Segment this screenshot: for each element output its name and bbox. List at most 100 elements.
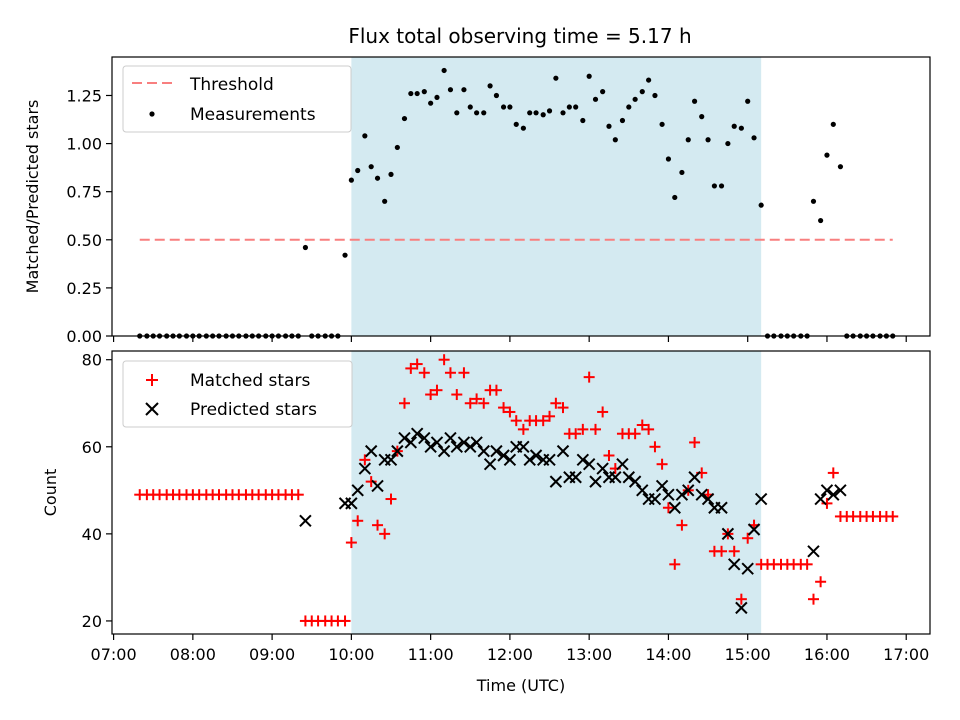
matched-point: [629, 428, 641, 440]
predicted-point: [345, 497, 358, 510]
x-tick-label: 09:00: [249, 645, 295, 664]
measurement-point: [665, 156, 672, 162]
measurement-point: [474, 110, 480, 116]
measurement-point: [632, 96, 638, 102]
predicted-point: [648, 492, 662, 506]
predicted-point: [569, 471, 582, 484]
axes-frame-top: [111, 56, 931, 337]
measurement-point: [394, 144, 400, 151]
predicted-point: [371, 479, 384, 493]
predicted-point: [450, 440, 464, 453]
measurement-point: [382, 198, 388, 204]
matched-point: [490, 384, 502, 396]
measurement-point: [818, 217, 824, 224]
measurement-point: [639, 89, 645, 95]
matched-point: [464, 397, 476, 409]
x-tick-label: 12:00: [487, 645, 533, 664]
matched-point: [742, 532, 754, 544]
predicted-point: [715, 501, 728, 514]
matched-point: [662, 502, 674, 514]
predicted-point: [741, 562, 754, 575]
matched-point: [669, 558, 681, 570]
matched-point: [887, 510, 899, 522]
matched-point: [597, 406, 609, 418]
predicted-point: [549, 475, 563, 488]
predicted-point: [299, 514, 312, 528]
x-tick-label: 08:00: [170, 645, 216, 664]
measurement-point: [527, 110, 533, 116]
y-tick-label: 40: [82, 525, 102, 544]
y-axis-ticks-top: 0.00 0.25 0.50 0.75 1.00 1.25: [66, 86, 112, 346]
measurement-point: [691, 98, 698, 104]
measurement-point: [428, 100, 434, 106]
legend-measurements-label: Measurements: [190, 105, 316, 125]
predicted-point: [589, 475, 602, 488]
matched-point: [815, 576, 827, 588]
predicted-point: [735, 601, 748, 615]
matched-point: [385, 493, 397, 505]
matched-point: [649, 441, 661, 453]
predicted-point: [609, 471, 622, 484]
measurement-point: [619, 117, 626, 124]
x-axis-ticks-top: [112, 336, 907, 342]
matched-point: [735, 593, 747, 605]
measurement-point: [573, 104, 579, 110]
predicted-point: [827, 488, 840, 501]
predicted-point: [596, 462, 609, 475]
predicted-point: [814, 492, 827, 506]
measurement-point: [685, 137, 691, 143]
measurement-point: [520, 125, 526, 131]
y-axis-ticks-bottom: 20 40 60 80: [82, 351, 112, 631]
predicted-point: [754, 492, 768, 506]
matched-point: [801, 558, 813, 570]
predicted-point: [747, 523, 761, 536]
matched-point: [345, 537, 357, 549]
matched-point: [411, 358, 423, 370]
legend-threshold-label: Threshold: [189, 75, 274, 95]
matched-point: [379, 528, 391, 540]
predicted-point: [820, 484, 834, 497]
x-tick-label: 11:00: [408, 645, 454, 664]
measurement-point: [454, 110, 460, 116]
matched-point: [517, 423, 529, 435]
x-tick-label: 10:00: [328, 645, 374, 664]
predicted-point: [410, 427, 424, 440]
predicted-point: [682, 484, 695, 497]
measurement-point: [447, 87, 454, 93]
measurement-point: [467, 104, 473, 110]
measurement-point: [672, 194, 678, 201]
predicted-point: [543, 453, 556, 467]
y-tick-label: 0.75: [66, 183, 102, 202]
measurement-point: [586, 73, 592, 79]
matched-point: [656, 458, 668, 470]
measurement-point: [362, 133, 368, 139]
chart-title: Flux total observing time = 5.17 h: [348, 24, 691, 48]
measurement-point: [580, 117, 586, 124]
measurement-point: [745, 98, 751, 104]
x-axis-ticks-bottom: 07:00 08:00 09:00 10:00 11:00 12:00 13:00 14:00…: [91, 634, 929, 664]
matched-point: [398, 397, 410, 409]
measurement-point: [513, 121, 519, 127]
matched-point: [339, 615, 351, 627]
legend-measurements-swatch: [149, 111, 155, 117]
measurement-point: [705, 137, 711, 143]
measurement-point: [461, 87, 467, 93]
measurement-point: [738, 125, 744, 131]
legend-bottom: Matched stars Predicted stars: [122, 360, 353, 428]
measurement-point: [540, 112, 546, 118]
predicted-point: [358, 462, 372, 475]
matched-point: [405, 362, 417, 374]
predicted-point: [636, 484, 649, 497]
predicted-point: [668, 501, 681, 514]
predicted-point: [457, 436, 471, 449]
measurement-point: [566, 104, 572, 110]
predicted-point: [807, 545, 820, 558]
measurement-point: [679, 169, 685, 176]
predicted-point: [675, 488, 689, 501]
matched-point: [827, 467, 839, 479]
measurement-point: [626, 104, 632, 110]
matched-point: [372, 519, 384, 531]
matched-point: [728, 545, 740, 557]
matched-point: [292, 489, 304, 501]
measurement-point: [434, 94, 440, 101]
